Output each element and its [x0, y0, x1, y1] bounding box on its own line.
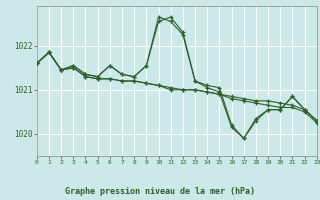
- Text: Graphe pression niveau de la mer (hPa): Graphe pression niveau de la mer (hPa): [65, 187, 255, 196]
